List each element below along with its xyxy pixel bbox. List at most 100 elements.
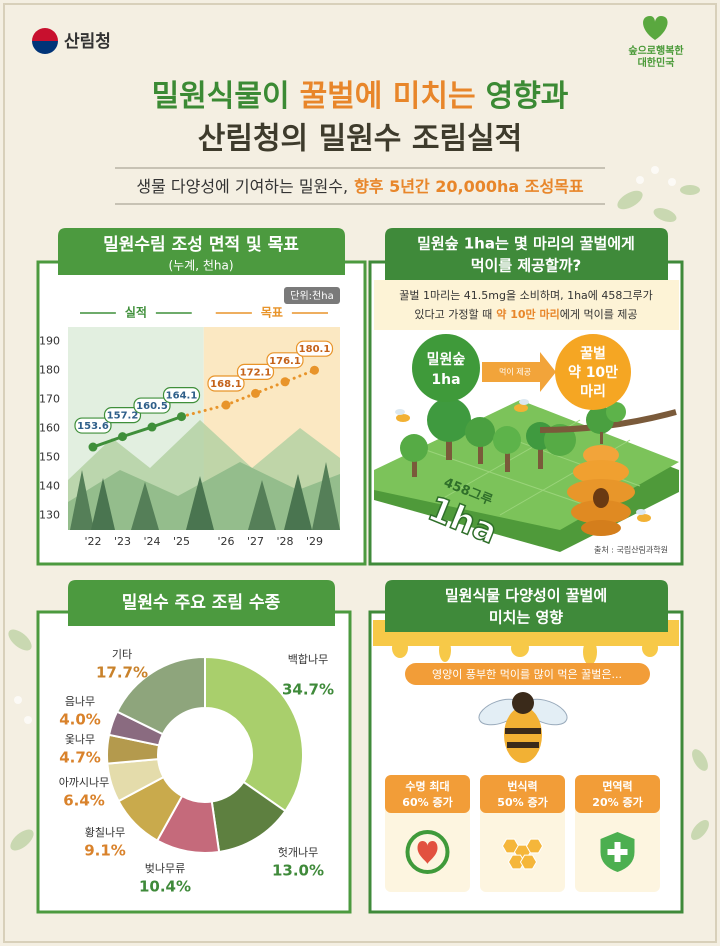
slogan-logo (643, 16, 668, 40)
mountain-decoration (312, 462, 340, 530)
value-label-box (207, 375, 245, 392)
point (221, 400, 231, 410)
donut-chart: 백합나무 34.7% 헛개나무 13.0% 벚나무류 10.4% 황칠나무 9.1% 아까시나무… (59, 648, 334, 896)
unit-badge (284, 287, 340, 304)
forest-illustration (465, 417, 495, 447)
honey-drip (439, 638, 451, 662)
mountain-decoration (70, 470, 94, 530)
series-line (224, 368, 316, 407)
legend-label: 목표 (261, 306, 283, 320)
y-tick-label: 180 (39, 364, 60, 377)
arrow-label: 먹이 제공 (499, 367, 531, 377)
bee-label: 꿀벌 (580, 345, 606, 362)
icon (507, 854, 526, 870)
slice-value-label: 4.0% (59, 711, 101, 729)
title-highlight: 꿀벌에 미치는 (300, 79, 476, 114)
forest-illustration (478, 440, 483, 464)
logo-text: 산림청 (64, 31, 111, 52)
panel-title: 먹이를 제공할까? (471, 257, 582, 275)
x-tick-label: '24 (143, 535, 160, 548)
panel-tab (385, 228, 668, 282)
forest-illustration (395, 409, 405, 415)
point (280, 377, 290, 387)
value-label: 168.1 (210, 379, 242, 390)
forest-illustration (400, 434, 428, 462)
note-part: 에게 먹이를 제공 (560, 308, 638, 321)
y-tick-label: 150 (39, 451, 60, 464)
panel-title: 밀원숲 1ha는 몇 마리의 꿀벌에게 (417, 235, 635, 253)
panel-tab (58, 228, 345, 275)
note-box (374, 280, 679, 330)
panel-title: 미치는 영향 (489, 609, 563, 627)
point (118, 432, 127, 442)
bee-label: 마리 (580, 384, 606, 400)
note: 꿀벌 1마리는 41.5mg을 소비하며, 1ha에 458그루가 (399, 288, 653, 302)
value-label-box (133, 397, 171, 414)
title: 밀원식물이 꿀벌에 미치는 영향과 (152, 79, 569, 114)
slice-value-label: 6.4% (63, 792, 105, 810)
value-label: 176.1 (269, 356, 301, 367)
forest-illustration (583, 445, 619, 465)
card-label: 번식력 (507, 779, 537, 793)
slice-name: 옻나무 (65, 733, 95, 746)
subtitle-highlight: 향후 5년간 20,000ha 조성목표 (354, 177, 584, 196)
leaf-decoration (653, 208, 677, 222)
forest-illustration (505, 450, 510, 472)
leaf-decoration (617, 190, 643, 210)
mountain-decoration (68, 420, 340, 530)
frame (3, 3, 717, 943)
icon (405, 830, 450, 874)
banner-text: 영양이 풍부한 먹이를 많이 먹은 꿀벌은... (432, 668, 622, 681)
x-tick-label: '27 (247, 535, 264, 548)
forest-label: 1ha (431, 372, 460, 388)
donut-slice (204, 655, 304, 813)
series-line (91, 415, 183, 449)
slice-name: 음나무 (65, 695, 95, 708)
slogan: 대한민국 (638, 56, 675, 69)
bee-illustration (478, 692, 568, 763)
forest-illustration (519, 399, 529, 405)
slice-name: 아까시나무 (59, 776, 110, 789)
honey-drip (642, 639, 658, 657)
forest-badge (412, 334, 480, 402)
x-tick-label: '25 (173, 535, 190, 548)
leaf-decoration (8, 629, 32, 651)
line-chart: 실적 목표 130 140 150 160 170 180 190 '22 '23 '24 '25 '26… (39, 305, 334, 548)
forest-illustration (637, 514, 651, 522)
bee-illustration (512, 692, 534, 714)
forest-illustration (571, 500, 631, 524)
forest-illustration (636, 509, 646, 515)
forest-illustration (514, 404, 528, 412)
logo (32, 28, 58, 41)
forest-illustration (581, 520, 621, 536)
value-label-box (162, 387, 201, 404)
card-header (480, 775, 565, 813)
honey-drip (583, 639, 597, 665)
value-label: 180.1 (299, 344, 331, 355)
leaf-decoration (680, 185, 700, 195)
unit-label: 단위:천ha (290, 289, 333, 302)
bee-illustration (507, 742, 539, 748)
forest-illustration (538, 445, 543, 469)
forest-illustration (396, 414, 410, 422)
point (251, 388, 260, 398)
leaf-decoration (8, 166, 709, 851)
slogan-logo (643, 16, 668, 40)
x-tick-label: '28 (276, 535, 293, 548)
slice-value-label: 10.4% (139, 878, 191, 896)
leaf-decoration (636, 176, 644, 184)
card-label: 면역력 (602, 779, 632, 793)
point (147, 422, 157, 432)
icon (607, 842, 628, 862)
x-tick-label: '22 (84, 535, 101, 548)
donut-slice (115, 655, 206, 736)
note-part: 있다고 가정할 때 (414, 308, 492, 321)
mountain-decoration (248, 480, 276, 530)
forest-illustration (600, 432, 603, 444)
point (177, 412, 186, 422)
leaf-decoration (668, 178, 676, 186)
x-tick-label: '26 (217, 535, 234, 548)
value-label-box (74, 417, 112, 434)
forest-illustration (427, 398, 471, 442)
title: 산림청의 밀원수 조림실적 (198, 122, 523, 157)
